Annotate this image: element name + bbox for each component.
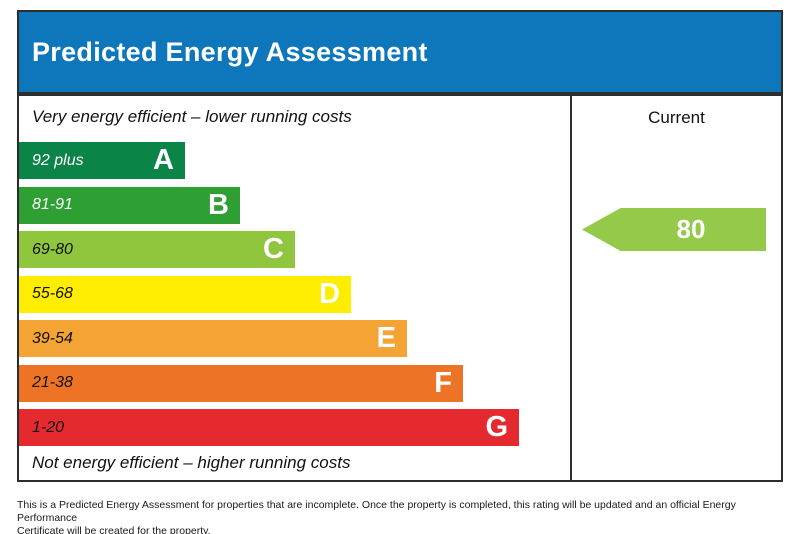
footnote-line-1: This is a Predicted Energy Assessment fo… bbox=[17, 499, 736, 524]
band-letter: A bbox=[153, 144, 174, 176]
band-range-label: 1-20 bbox=[32, 418, 65, 436]
band-range-label: 69-80 bbox=[32, 240, 73, 258]
current-column: Current 80 bbox=[570, 96, 781, 480]
band-letter: E bbox=[376, 322, 396, 354]
band-letter: D bbox=[319, 277, 340, 310]
bottom-caption: Not energy efficient – higher running co… bbox=[32, 453, 351, 472]
band-letter: C bbox=[263, 233, 284, 265]
band-row-a: 92 plus A bbox=[19, 142, 185, 179]
rating-bands: 92 plus A 81-91 B 69-80 C 55-68 D 39-54 E 21-38 F 1-… bbox=[19, 142, 519, 446]
band-range-label: 55-68 bbox=[32, 285, 73, 302]
band-range-label: 92 plus bbox=[32, 151, 84, 169]
band-row-d: 55-68 D bbox=[19, 275, 351, 313]
band-letter: B bbox=[208, 188, 229, 221]
assessment-chart: Very energy efficient – lower running co… bbox=[17, 94, 783, 482]
band-range-label: 81-91 bbox=[32, 196, 73, 213]
band-letter: F bbox=[434, 366, 452, 399]
header-bar: Predicted Energy Assessment bbox=[17, 10, 783, 94]
band-row-c: 69-80 C bbox=[19, 231, 295, 268]
current-rating-arrow: 80 bbox=[582, 208, 766, 251]
band-range-label: 21-38 bbox=[32, 374, 73, 391]
rating-scale-panel: Very energy efficient – lower running co… bbox=[19, 96, 570, 480]
band-row-e: 39-54 E bbox=[19, 320, 407, 357]
footnote-line-2: Certificate will be created for the prop… bbox=[17, 524, 211, 534]
band-range-label: 39-54 bbox=[32, 329, 73, 347]
band-letter: G bbox=[485, 411, 508, 443]
top-caption: Very energy efficient – lower running co… bbox=[32, 107, 352, 126]
band-row-b: 81-91 B bbox=[19, 186, 240, 224]
current-rating-value: 80 bbox=[676, 214, 706, 244]
footnote: This is a Predicted Energy Assessment fo… bbox=[17, 499, 795, 534]
page-title: Predicted Energy Assessment bbox=[32, 36, 428, 67]
band-row-g: 1-20 G bbox=[19, 409, 519, 446]
band-row-f: 21-38 F bbox=[19, 364, 463, 402]
current-column-header: Current bbox=[648, 108, 705, 127]
